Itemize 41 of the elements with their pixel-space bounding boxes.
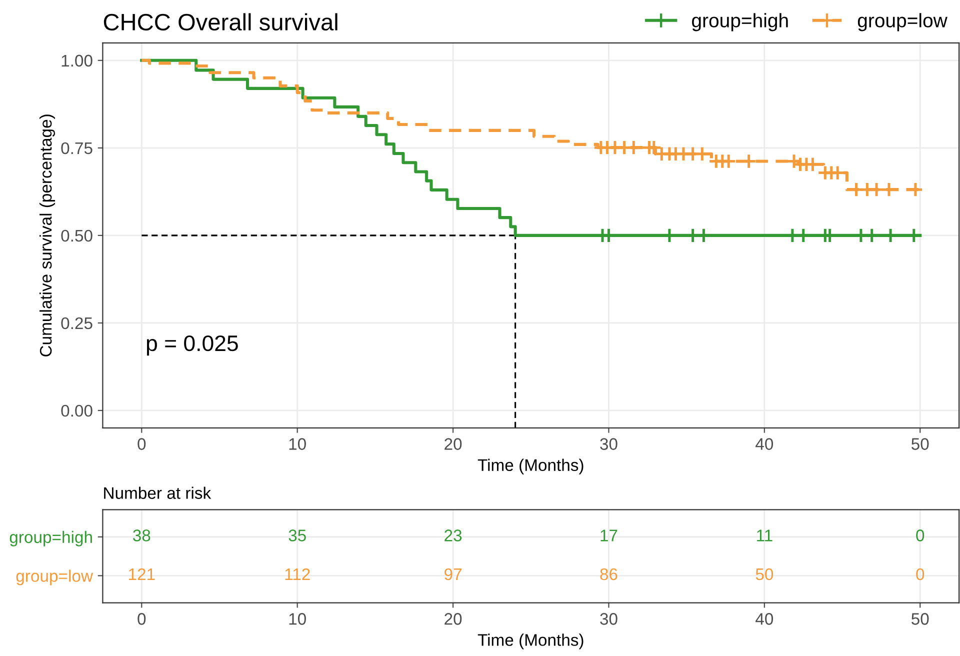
data-label: 50: [756, 568, 774, 580]
y-tick-label: group=low: [16, 570, 94, 586]
y-tick-label: 0.75: [61, 142, 92, 154]
annotation: p = 0.025: [146, 335, 238, 356]
x-tick-label: 50: [912, 613, 929, 625]
legend-label: group=low: [858, 13, 948, 32]
y-tick-label: 0.25: [61, 317, 92, 330]
x-axis-title: Time (Months): [478, 458, 584, 474]
y-axis-title: Cumulative survival (percentage): [39, 114, 56, 356]
y-tick-label: 0.50: [61, 230, 92, 242]
y-tick-label: 1.00: [62, 54, 92, 67]
data-label: 0: [916, 568, 924, 580]
x-tick-label: 40: [756, 438, 774, 450]
data-label: 121: [129, 568, 155, 580]
point: [694, 146, 710, 162]
data-label: 112: [285, 568, 310, 580]
y-tick-label: group=high: [10, 530, 92, 546]
data-label: 38: [133, 530, 150, 542]
x-tick-label: 30: [600, 438, 618, 450]
legend-label: group=high: [692, 13, 788, 32]
data-label: 86: [600, 568, 618, 580]
y-tick-label: 0.00: [61, 404, 92, 417]
chart-title: Number at risk: [104, 486, 212, 499]
x-tick-label: 10: [289, 438, 306, 450]
data-label: 0: [916, 530, 924, 542]
data-label: 97: [444, 568, 462, 580]
x-tick-label: 10: [289, 613, 306, 625]
x-axis-title: Time (Months): [478, 634, 584, 650]
data-label: 17: [600, 530, 618, 542]
x-tick-label: 0: [138, 613, 146, 625]
x-tick-label: 20: [444, 438, 462, 450]
x-tick-label: 20: [444, 613, 462, 625]
data-label: 11: [757, 530, 772, 542]
point: [646, 140, 662, 156]
x-tick-label: 30: [600, 613, 618, 625]
x-tick-label: 40: [756, 613, 774, 625]
data-label: 23: [444, 530, 462, 542]
x-tick-label: 0: [138, 438, 146, 450]
data-label: 35: [288, 530, 306, 542]
chart-title: CHCC Overall survival: [104, 13, 338, 31]
x-tick-label: 50: [912, 438, 929, 450]
